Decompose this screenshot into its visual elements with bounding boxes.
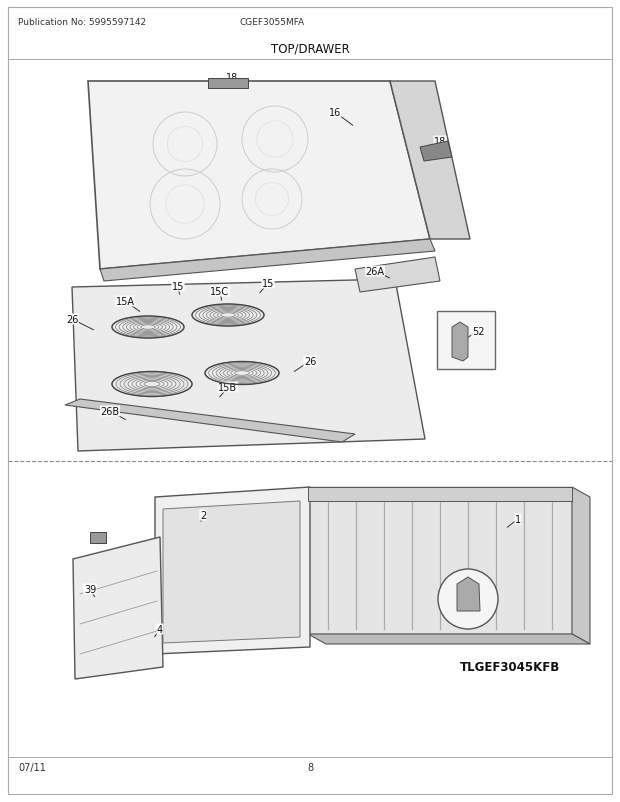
Text: 1: 1 (515, 514, 521, 525)
Text: 15A: 15A (115, 297, 135, 306)
Text: 26A: 26A (366, 267, 384, 277)
Text: 7: 7 (462, 582, 468, 592)
Polygon shape (308, 634, 590, 644)
Polygon shape (308, 488, 572, 501)
Text: 18: 18 (226, 73, 238, 83)
Text: 16: 16 (329, 107, 341, 118)
Text: CGEF3055MFA: CGEF3055MFA (240, 18, 305, 27)
Polygon shape (163, 501, 300, 643)
Text: 8: 8 (307, 762, 313, 772)
Polygon shape (90, 533, 106, 543)
Polygon shape (73, 537, 163, 679)
Circle shape (438, 569, 498, 630)
Text: 2: 2 (200, 510, 206, 520)
Polygon shape (65, 399, 355, 443)
Text: 15C: 15C (210, 286, 229, 297)
Polygon shape (72, 280, 425, 452)
Polygon shape (355, 257, 440, 293)
Text: 15B: 15B (218, 383, 237, 392)
Text: 18: 18 (434, 137, 446, 147)
Text: 39: 39 (84, 585, 96, 594)
Polygon shape (420, 142, 452, 162)
Text: 4: 4 (157, 624, 163, 634)
Text: 15: 15 (262, 278, 274, 289)
Text: 52: 52 (472, 326, 484, 337)
Polygon shape (88, 82, 430, 269)
Text: TOP/DRAWER: TOP/DRAWER (270, 42, 350, 55)
Text: TLGEF3045KFB: TLGEF3045KFB (460, 661, 560, 674)
FancyBboxPatch shape (437, 312, 495, 370)
Text: 60: 60 (90, 533, 102, 542)
Text: 26: 26 (66, 314, 78, 325)
Polygon shape (208, 79, 248, 89)
Polygon shape (155, 488, 310, 654)
Text: 26: 26 (304, 357, 316, 367)
Polygon shape (572, 488, 590, 644)
Polygon shape (100, 240, 435, 282)
Polygon shape (452, 322, 468, 362)
Polygon shape (390, 82, 470, 240)
Polygon shape (457, 577, 480, 611)
Text: 07/11: 07/11 (18, 762, 46, 772)
Polygon shape (308, 488, 572, 634)
Text: Publication No: 5995597142: Publication No: 5995597142 (18, 18, 146, 27)
Text: 26B: 26B (100, 407, 120, 416)
Text: 15: 15 (172, 282, 184, 292)
